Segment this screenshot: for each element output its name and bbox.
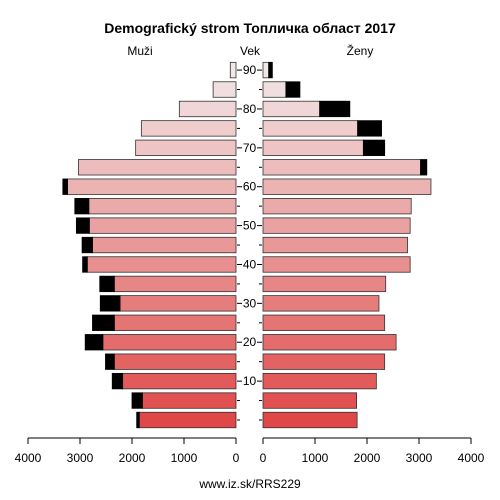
x-tick-label: 3000 bbox=[67, 451, 94, 465]
female-bar-60-64 bbox=[262, 178, 432, 195]
age-tick-label: 10 bbox=[243, 374, 257, 388]
female-bar-35-39 bbox=[262, 275, 387, 293]
male-excess-30-34 bbox=[99, 295, 121, 312]
x-tick-label: 1000 bbox=[171, 451, 198, 465]
x-tick-label: 1000 bbox=[302, 451, 329, 465]
female-excess-70-74 bbox=[362, 139, 386, 156]
male-bar-25-29 bbox=[113, 314, 237, 331]
age-tick-label: 50 bbox=[243, 219, 257, 233]
x-tick-label: 0 bbox=[233, 451, 240, 465]
age-tick-label: 40 bbox=[243, 257, 257, 271]
male-x-axis: 4000 3000 2000 1000 0 bbox=[15, 437, 240, 465]
female-excess-75-79 bbox=[357, 120, 382, 137]
female-bar-50-54 bbox=[262, 217, 411, 234]
age-tick-label: 70 bbox=[243, 141, 257, 155]
male-excess-15-19 bbox=[105, 353, 115, 370]
male-bar-85-89 bbox=[212, 81, 237, 98]
x-tick-label: 2000 bbox=[119, 451, 146, 465]
male-excess-45-49 bbox=[81, 236, 93, 254]
x-tick-label: 4000 bbox=[458, 451, 485, 465]
age-tick-label: 20 bbox=[243, 335, 257, 349]
male-excess-0-4 bbox=[136, 411, 140, 429]
male-excess-60-64 bbox=[62, 178, 68, 195]
age-label: Vek bbox=[240, 44, 261, 58]
male-bar-30-34 bbox=[119, 295, 237, 312]
x-tick-label: 4000 bbox=[15, 451, 42, 465]
male-bar-0-4 bbox=[138, 411, 237, 429]
male-excess-5-9 bbox=[131, 392, 143, 409]
female-bar-10-14 bbox=[262, 372, 377, 390]
chart-title: Demografický strom Топличка област 2017 bbox=[104, 20, 396, 36]
age-tick-label: 90 bbox=[243, 63, 257, 77]
male-excess-35-39 bbox=[99, 275, 115, 293]
source-label: www.iz.sk/RRS229 bbox=[198, 477, 301, 491]
female-bar-25-29 bbox=[262, 314, 386, 331]
male-bar-20-24 bbox=[102, 334, 237, 351]
male-label: Muži bbox=[127, 44, 152, 58]
x-tick-label: 3000 bbox=[406, 451, 433, 465]
male-excess-20-24 bbox=[84, 334, 104, 351]
female-bar-5-9 bbox=[262, 392, 357, 409]
age-tick-label: 30 bbox=[243, 296, 257, 310]
female-bar-20-24 bbox=[262, 334, 397, 351]
male-bar-15-19 bbox=[113, 353, 237, 370]
female-bar-55-59 bbox=[262, 198, 412, 215]
male-bar-75-79 bbox=[140, 120, 237, 137]
male-bars bbox=[62, 61, 237, 429]
male-excess-40-44 bbox=[82, 256, 88, 273]
male-bar-80-84 bbox=[178, 100, 237, 118]
x-tick-label: 0 bbox=[260, 451, 267, 465]
female-bar-85-89 bbox=[262, 81, 287, 98]
male-bar-10-14 bbox=[122, 372, 237, 390]
female-bar-90+ bbox=[262, 61, 270, 79]
female-bar-15-19 bbox=[262, 353, 386, 370]
age-axis: 10 20 30 40 50 60 70 80 90 bbox=[237, 63, 262, 421]
female-bar-0-4 bbox=[262, 411, 358, 429]
female-bar-70-74 bbox=[262, 139, 364, 156]
male-bar-55-59 bbox=[88, 198, 237, 215]
male-excess-50-54 bbox=[75, 217, 90, 234]
female-excess-65-69 bbox=[420, 159, 428, 176]
female-x-axis: 0 1000 2000 3000 4000 bbox=[260, 437, 485, 465]
male-excess-25-29 bbox=[92, 314, 115, 331]
age-tick-label: 60 bbox=[243, 180, 257, 194]
female-excess-90+ bbox=[268, 61, 273, 79]
female-excess-80-84 bbox=[319, 100, 351, 118]
male-bar-60-64 bbox=[67, 178, 237, 195]
x-tick-label: 2000 bbox=[354, 451, 381, 465]
female-label: Ženy bbox=[347, 43, 374, 58]
male-bar-65-69 bbox=[78, 159, 237, 176]
male-bar-5-9 bbox=[141, 392, 237, 409]
female-bar-30-34 bbox=[262, 295, 380, 312]
female-bars bbox=[262, 61, 432, 429]
female-bar-80-84 bbox=[262, 100, 321, 118]
male-bar-90+ bbox=[229, 61, 237, 79]
male-bar-40-44 bbox=[86, 256, 237, 273]
male-excess-55-59 bbox=[74, 198, 90, 215]
female-excess-85-89 bbox=[285, 81, 301, 98]
female-bar-75-79 bbox=[262, 120, 359, 137]
male-bar-70-74 bbox=[135, 139, 237, 156]
female-bar-45-49 bbox=[262, 236, 408, 254]
male-bar-35-39 bbox=[113, 275, 237, 293]
male-excess-10-14 bbox=[111, 372, 124, 390]
female-bar-40-44 bbox=[262, 256, 411, 273]
male-bar-45-49 bbox=[92, 236, 237, 254]
male-bar-50-54 bbox=[88, 217, 237, 234]
female-bar-65-69 bbox=[262, 159, 421, 176]
age-tick-label: 80 bbox=[243, 102, 257, 116]
